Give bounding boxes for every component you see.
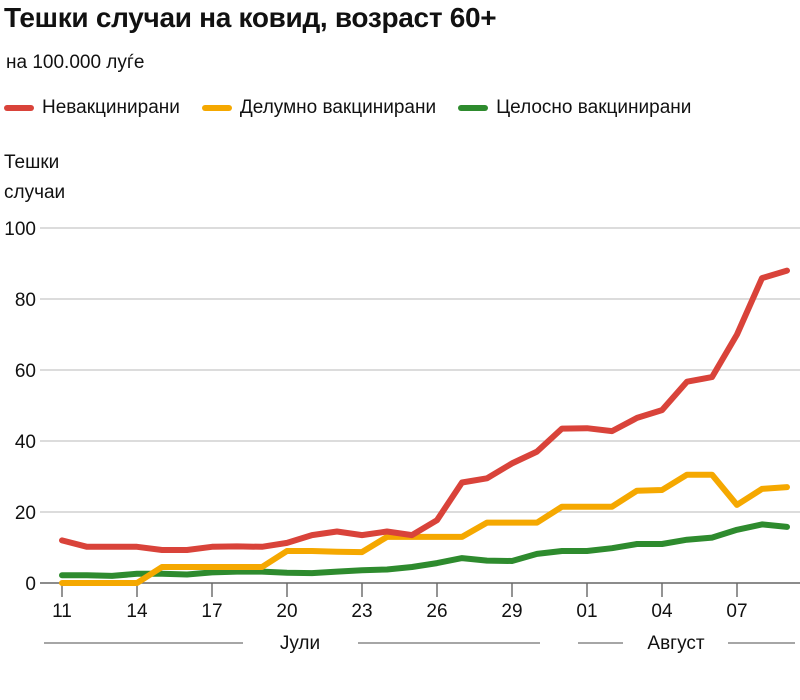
series-fully-vaccinated-line [59, 521, 790, 579]
x-tick-label-20: 20 [276, 601, 297, 622]
y-axis-label-line2: случаи [4, 182, 66, 203]
y-tick-label-20: 20 [15, 503, 36, 524]
month-label-1: Август [647, 633, 704, 654]
y-axis-label: Тешки случаи [4, 148, 65, 208]
chart-title: Тешки случаи на ковид, возраст 60+ [4, 2, 497, 33]
legend-label-partially-vaccinated: Делумно вакцинирани [239, 97, 437, 118]
series-partially-vaccinated-line [59, 471, 790, 586]
x-tick-label-01: 01 [576, 601, 597, 622]
y-tick-label-80: 80 [15, 290, 36, 311]
x-tick-label-26: 26 [426, 601, 447, 622]
legend-swatch-unvaccinated [4, 105, 34, 111]
legend-item-fully-vaccinated: Целосно вакцинирани [458, 97, 691, 119]
y-tick-label-100: 100 [4, 219, 36, 240]
legend-item-partially-vaccinated: Делумно вакцинирани [201, 97, 437, 119]
legend-item-unvaccinated: Невакцинирани [4, 97, 180, 119]
series-unvaccinated-line [59, 267, 790, 553]
month-label-0: Јули [280, 633, 320, 654]
legend-label-unvaccinated: Невакцинирани [42, 97, 180, 118]
y-axis-label-line1: Тешки [4, 152, 60, 173]
x-tick-label-04: 04 [651, 601, 673, 622]
y-tick-label-60: 60 [15, 361, 36, 382]
x-tick-label-23: 23 [351, 601, 372, 622]
legend-swatch-fully-vaccinated [458, 105, 489, 111]
legend-label-fully-vaccinated: Целосно вакцинирани [496, 97, 692, 118]
legend: Невакцинирани Делумно вакцинирани Целосн… [4, 97, 713, 119]
x-tick-label-07: 07 [726, 601, 747, 622]
x-tick-label-14: 14 [126, 601, 148, 622]
legend-swatch-partially-vaccinated [201, 105, 232, 111]
y-tick-label-0: 0 [25, 574, 36, 595]
y-tick-label-40: 40 [15, 432, 36, 453]
x-tick-label-17: 17 [201, 601, 222, 622]
x-tick-label-29: 29 [501, 601, 522, 622]
chart-subtitle: на 100.000 луѓе [6, 52, 145, 73]
x-tick-label-11: 11 [52, 601, 72, 622]
